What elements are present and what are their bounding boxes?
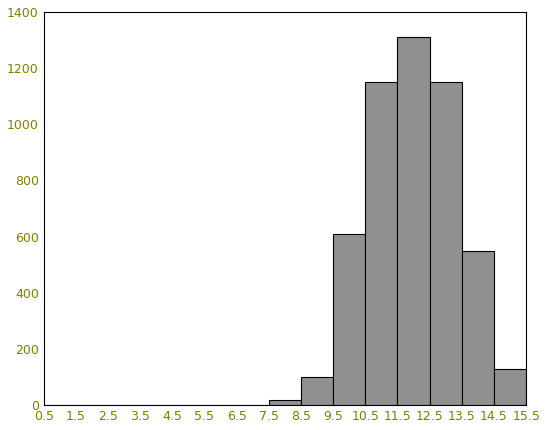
- Bar: [269, 399, 301, 405]
- Bar: [462, 251, 494, 405]
- Bar: [333, 234, 365, 405]
- Bar: [365, 82, 398, 405]
- Bar: [301, 377, 333, 405]
- Bar: [494, 369, 526, 405]
- Bar: [398, 37, 429, 405]
- Bar: [429, 82, 462, 405]
